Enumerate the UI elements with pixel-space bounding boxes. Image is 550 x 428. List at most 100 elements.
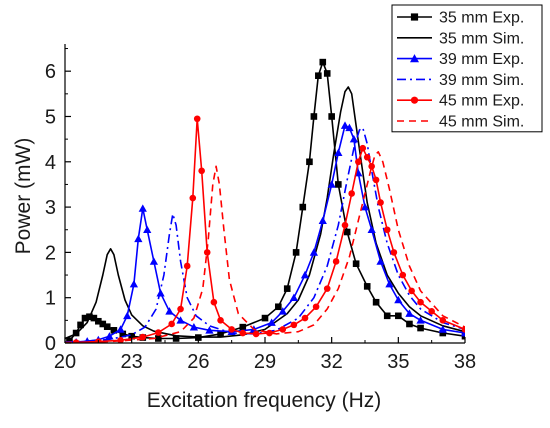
series-35-mm-exp-point [77,321,84,329]
y-tick-label: 3 [45,197,56,219]
series-45-mm-exp-point [183,262,191,270]
series-35-mm-exp-point [110,327,118,334]
series-39-mm-exp-point [438,325,447,333]
series-45-mm-exp-point [239,329,247,337]
series-39-mm-exp-point [385,279,394,288]
series-39-mm-exp-point [129,279,139,288]
series-45-mm-exp-point [203,249,211,256]
series-39-mm-exp-point [345,123,354,132]
x-tick-label: 20 [54,351,76,373]
series-39-mm-exp-point [143,225,152,234]
series-39-mm-exp-point [367,225,376,234]
series-45-mm-exp-point [408,287,415,295]
series-39-mm-exp-point [327,180,336,188]
y-tick-label: 0 [45,333,56,355]
series-35-mm-exp-point [417,324,424,332]
series-35-mm-exp-point [292,249,300,256]
series-35-mm-exp-point [103,323,111,330]
series-39-mm-exp-point [165,307,174,315]
series-45-mm-exp-point [332,258,340,265]
series-39-mm-exp-point [349,135,359,143]
series-45-mm-exp-point [363,153,371,161]
series-35-mm-exp-point [239,323,247,331]
x-tick-label: 26 [187,351,209,373]
series-45-mm-exp [72,115,465,343]
series-45-mm-exp-point [390,249,398,256]
legend-marker [410,13,419,21]
legend-label: 45 mm Exp. [439,93,524,110]
series-39-mm-exp-point [149,257,159,265]
series-39-mm-exp-point [289,293,299,301]
series-39-mm-exp-point [416,316,425,324]
legend: 35 mm Exp. 35 mm Sim. 39 mm Exp. 39 mm Sim.… [391,4,543,133]
series-35-mm-exp-point [328,113,335,120]
series-45-mm-exp-point [198,167,205,175]
plot-area [65,58,465,343]
series-45-mm-exp-point [428,307,435,315]
series-35-mm-exp-point [275,303,282,311]
series-39-mm-exp-point [394,295,403,304]
series-35-mm-exp-point [128,332,135,340]
legend-label: 35 mm Exp. [439,10,524,27]
series-35-mm-exp-point [99,320,107,328]
legend-box [391,4,543,133]
y-tick-label: 5 [45,106,56,128]
series-35-mm-sim [65,86,465,340]
series-35-mm-exp-point [119,330,127,338]
series-35-mm-exp-point [335,181,342,188]
series-45-mm-exp-point [266,329,273,337]
x-tick-label: 29 [254,351,276,373]
series-45-mm-exp-point [177,305,184,313]
series-35-mm-exp-point [352,260,360,268]
series-39-mm-exp-point [309,248,319,256]
series-45-mm-exp-point [252,330,260,338]
series-35-mm-exp-point [66,337,73,343]
series-45-mm-exp-point [383,226,391,234]
legend-label: 39 mm Exp. [439,51,524,68]
series-45-mm-exp-point [312,303,320,311]
series-45-mm-exp-point [155,329,162,336]
series-45-mm-exp-point [372,176,380,184]
x-axis-title: Excitation frequency (Hz) [147,389,382,412]
series-45-mm-sim [65,151,465,343]
series-35-mm-exp-point [395,312,402,320]
series-35-mm-exp-point [310,113,318,120]
series-35-mm-exp-point [363,283,371,290]
series-39-mm-exp [73,121,465,343]
series-35-mm-exp-point [315,72,322,80]
series-39-mm-exp-point [189,323,199,331]
x-tick-label: 32 [321,351,343,373]
series-45-mm-exp-point [377,199,384,206]
series-35-mm-exp-point [261,314,269,322]
series-35-mm-exp-point [217,330,224,338]
series-39-mm-exp-point [123,311,132,320]
series-35-mm-exp-point [372,298,380,306]
x-tick-label: 23 [121,351,143,373]
series-35-mm-exp-point [383,312,391,320]
series-45-mm-exp-point [189,194,197,202]
series-35-mm-exp-point [90,314,98,322]
series-35-mm-exp-point [306,158,313,166]
x-tick-label: 38 [454,351,476,373]
series-39-mm-sim-line [65,127,465,343]
series-35-mm-exp-point [81,314,89,322]
series-45-mm-exp-point [168,320,175,328]
series-35-mm-exp-point [406,320,413,328]
series-35-mm-exp-point [439,329,447,337]
series-45-mm-exp-point [301,314,309,322]
y-axis-title: Power (mW) [12,138,35,255]
series-39-mm-exp-point [376,257,385,265]
series-39-mm-exp-point [360,202,370,211]
y-tick-label: 6 [45,61,56,83]
series-45-mm-exp-point [368,163,375,170]
series-35-mm-exp-point [323,70,331,77]
legend-label: 39 mm Sim. [439,72,524,89]
series-39-mm-exp-point [300,270,310,279]
series-45-mm-exp-point [417,298,424,306]
series-39-mm-sim [65,127,465,343]
series-39-mm-exp-point [267,318,276,326]
series-45-mm-exp-point [399,271,407,279]
series-35-mm-sim-line [65,86,465,340]
legend-label: 35 mm Sim. [439,30,524,47]
